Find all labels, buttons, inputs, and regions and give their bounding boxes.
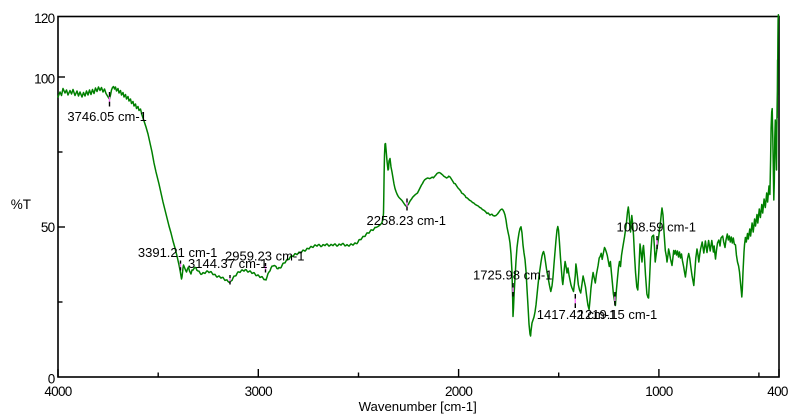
svg-text:400: 400 <box>767 384 788 399</box>
svg-text:%T: %T <box>11 197 31 212</box>
svg-text:1000: 1000 <box>645 384 672 399</box>
svg-text:3746.05 cm-1: 3746.05 cm-1 <box>67 109 146 124</box>
svg-text:100: 100 <box>34 71 55 86</box>
svg-text:3000: 3000 <box>245 384 272 399</box>
svg-text:3391.21 cm-1: 3391.21 cm-1 <box>138 245 218 260</box>
svg-text:120: 120 <box>34 11 55 26</box>
svg-text:50: 50 <box>41 220 55 235</box>
svg-text:2000: 2000 <box>445 384 472 399</box>
svg-text:Wavenumber [cm-1]: Wavenumber [cm-1] <box>359 399 477 414</box>
svg-text:4000: 4000 <box>44 384 71 399</box>
svg-text:1008.59 cm-1: 1008.59 cm-1 <box>617 220 697 235</box>
svg-text:0: 0 <box>48 372 55 387</box>
svg-text:2258.23 cm-1: 2258.23 cm-1 <box>367 213 447 228</box>
svg-text:1417.42 cm-1: 1417.42 cm-1 <box>537 307 617 322</box>
svg-text:3144.37 cm-1: 3144.37 cm-1 <box>188 256 268 271</box>
svg-text:1219.15 cm-1: 1219.15 cm-1 <box>578 307 658 322</box>
svg-text:2959.23 cm-1: 2959.23 cm-1 <box>225 249 305 264</box>
svg-text:1725.98 cm-1: 1725.98 cm-1 <box>473 267 553 282</box>
